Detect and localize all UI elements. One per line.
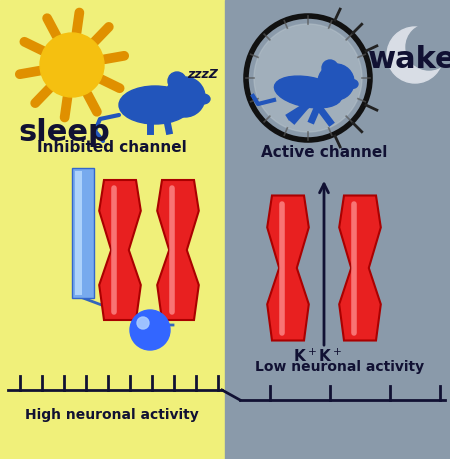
Bar	[72, 168, 94, 298]
Circle shape	[318, 64, 354, 100]
Polygon shape	[99, 180, 141, 320]
Text: K$^+$: K$^+$	[318, 348, 342, 365]
Circle shape	[40, 33, 104, 97]
Ellipse shape	[119, 86, 191, 124]
Polygon shape	[157, 180, 199, 320]
Circle shape	[322, 60, 338, 76]
Text: zzzZ: zzzZ	[187, 68, 218, 81]
Text: Low neuronal activity: Low neuronal activity	[256, 360, 424, 374]
Circle shape	[387, 27, 443, 83]
Text: sleep: sleep	[18, 118, 110, 147]
Circle shape	[130, 310, 170, 350]
Text: Inhibited channel: Inhibited channel	[37, 140, 187, 155]
Bar	[75, 171, 82, 295]
Text: K$^+$: K$^+$	[293, 348, 317, 365]
Circle shape	[165, 77, 205, 117]
Text: wake: wake	[368, 45, 450, 74]
Polygon shape	[267, 196, 309, 341]
Text: High neuronal activity: High neuronal activity	[25, 408, 199, 422]
Bar	[225, 0, 450, 459]
Ellipse shape	[346, 79, 358, 89]
Ellipse shape	[274, 76, 342, 108]
Ellipse shape	[196, 94, 210, 104]
Bar	[0, 0, 225, 459]
Text: Active channel: Active channel	[261, 145, 387, 160]
Circle shape	[406, 24, 450, 70]
Circle shape	[254, 24, 362, 132]
Circle shape	[137, 317, 149, 329]
Circle shape	[168, 72, 186, 90]
Polygon shape	[339, 196, 381, 341]
